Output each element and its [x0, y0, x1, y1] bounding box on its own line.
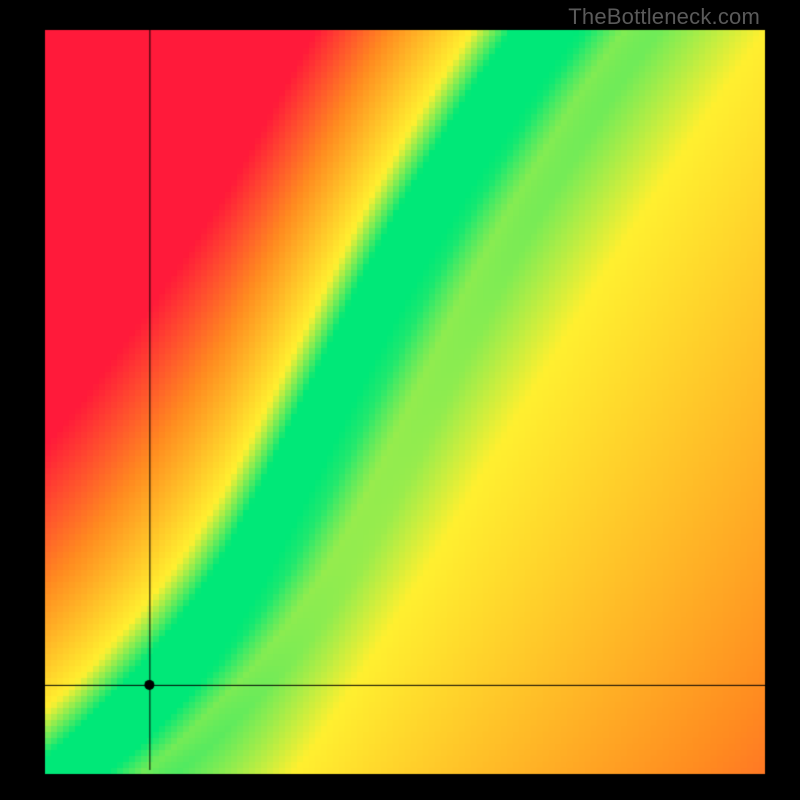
watermark-text: TheBottleneck.com [568, 4, 760, 30]
bottleneck-heatmap [0, 0, 800, 800]
